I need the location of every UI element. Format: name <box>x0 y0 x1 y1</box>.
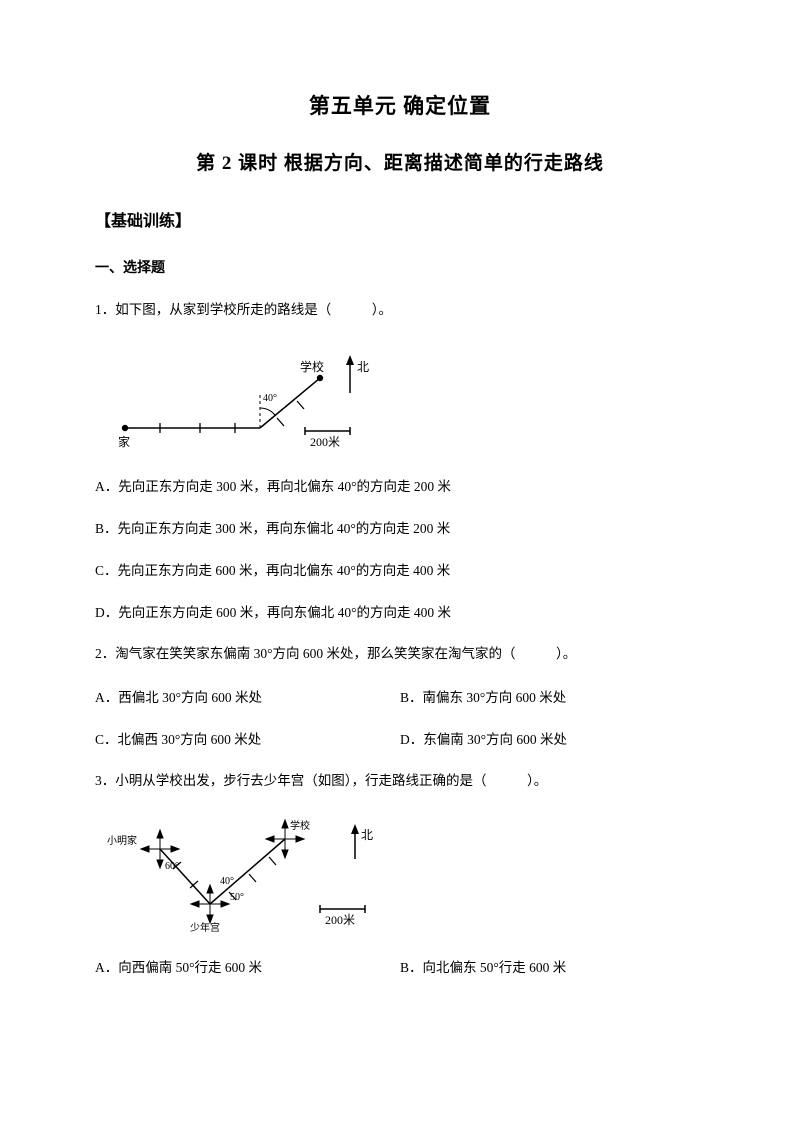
q3-stem: 3．小明从学校出发，步行去少年宫（如图），行走路线正确的是（ ）。 <box>95 770 705 792</box>
q1-optC: C．先向正东方向走 600 米，再向北偏东 40°的方向走 400 米 <box>95 559 705 579</box>
part1-heading: 一、选择题 <box>95 257 705 277</box>
section-label: 【基础训练】 <box>95 207 705 231</box>
q1-scale-label: 200米 <box>310 435 340 449</box>
q1-optA: A．先向正东方向走 300 米，再向北偏东 40°的方向走 200 米 <box>95 475 705 495</box>
q2-optA: A．西偏北 30°方向 600 米处 <box>95 686 400 706</box>
q3-home-label: 小明家 <box>107 834 137 847</box>
q1-stem: 1．如下图，从家到学校所走的路线是（ ）。 <box>95 299 705 321</box>
q3-optA: A．向西偏南 50°行走 600 米 <box>95 956 400 976</box>
q2-options: A．西偏北 30°方向 600 米处 B．南偏东 30°方向 600 米处 C．… <box>95 686 705 770</box>
q1-north-label: 北 <box>357 360 369 374</box>
q3-a40: 40° <box>220 876 234 887</box>
q2-optD: D．东偏南 30°方向 600 米处 <box>400 728 705 748</box>
q1-figure: 40° 家 学校 北 200米 <box>105 343 705 453</box>
q3-a60: 60° <box>165 861 179 872</box>
q1-optB: B．先向正东方向走 300 米，再向东偏北 40°的方向走 200 米 <box>95 517 705 537</box>
worksheet-page: 第五单元 确定位置 第 2 课时 根据方向、距离描述简单的行走路线 【基础训练】… <box>0 0 800 1131</box>
q3-figure: 小明家 60° 少年宫 40° 50° <box>105 814 705 934</box>
q3-north-label: 北 <box>361 828 373 842</box>
q1-angle: 40° <box>263 393 277 404</box>
q3-optB: B．向北偏东 50°行走 600 米 <box>400 956 705 976</box>
q2-stem: 2．淘气家在笑笑家东偏南 30°方向 600 米处，那么笑笑家在淘气家的（ ）。 <box>95 643 705 665</box>
q3-palace-label: 少年宫 <box>190 921 220 934</box>
lesson-title: 第 2 课时 根据方向、距离描述简单的行走路线 <box>95 148 705 175</box>
q1-optD: D．先向正东方向走 600 米，再向东偏北 40°的方向走 400 米 <box>95 601 705 621</box>
q2-optC: C．北偏西 30°方向 600 米处 <box>95 728 400 748</box>
q3-scale-label: 200米 <box>325 913 355 927</box>
q1-options: A．先向正东方向走 300 米，再向北偏东 40°的方向走 200 米 B．先向… <box>95 475 705 621</box>
q3-a50: 50° <box>230 892 244 903</box>
unit-title: 第五单元 确定位置 <box>95 90 705 120</box>
q3-options: A．向西偏南 50°行走 600 米 B．向北偏东 50°行走 600 米 <box>95 956 705 998</box>
q1-home-label: 家 <box>118 434 130 449</box>
q3-school-label: 学校 <box>290 819 310 832</box>
q1-school-label: 学校 <box>300 359 324 374</box>
q2-optB: B．南偏东 30°方向 600 米处 <box>400 686 705 706</box>
